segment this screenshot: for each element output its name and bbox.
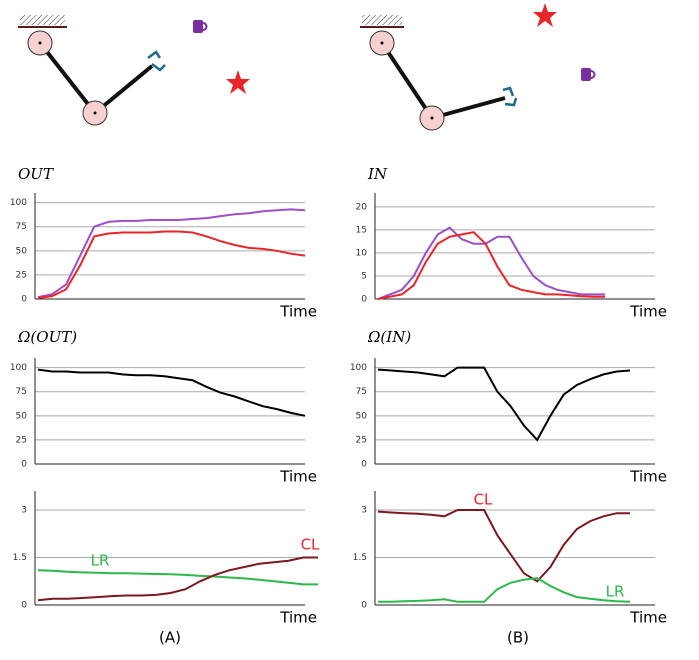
y-tick-label: 100 [350, 363, 367, 373]
y-tick-label: 1.5 [353, 553, 367, 563]
y-tick-label: 3 [361, 506, 367, 516]
series-label: CL [301, 536, 320, 554]
arm-illustration-a [18, 15, 250, 126]
y-tick-label: 5 [361, 271, 367, 281]
y-tick-label: 15 [356, 225, 367, 235]
y-tick-label: 75 [356, 387, 367, 397]
y-tick-label: 50 [16, 246, 28, 256]
y-tick-label: 25 [16, 270, 27, 280]
chart-title: Ω(IN) [367, 328, 411, 346]
series-line [37, 569, 318, 586]
series-line [377, 231, 605, 300]
chart-title: IN [367, 165, 388, 183]
panel-label: (A) [159, 629, 181, 647]
y-tick-label: 0 [21, 460, 27, 470]
y-tick-label: 0 [21, 295, 27, 305]
y-tick-label: 3 [21, 506, 27, 516]
y-tick-label: 75 [16, 387, 27, 397]
series-label: LR [91, 552, 110, 570]
y-tick-label: 25 [16, 435, 27, 445]
y-tick-label: 0 [361, 601, 367, 611]
series-label: LR [606, 583, 625, 601]
y-tick-label: 100 [10, 363, 27, 373]
panel-label: (B) [507, 629, 529, 647]
y-tick-label: 0 [361, 295, 367, 305]
y-tick-label: 20 [356, 202, 368, 212]
series-line [37, 208, 306, 299]
x-axis-label: Time [279, 468, 317, 486]
series-line [377, 226, 605, 300]
y-tick-label: 0 [21, 601, 27, 611]
series-line [37, 230, 306, 299]
arm-illustration-b [360, 3, 596, 131]
chart-title: Ω(OUT) [17, 328, 77, 346]
series-line [378, 577, 631, 603]
y-tick-label: 10 [356, 248, 368, 258]
y-tick-label: 25 [356, 435, 367, 445]
series-line [377, 366, 631, 442]
y-tick-label: 100 [10, 198, 27, 208]
series-line [377, 509, 630, 583]
series-line [37, 556, 318, 602]
y-tick-label: 50 [16, 411, 28, 421]
x-axis-label: Time [279, 303, 317, 321]
y-tick-label: 50 [356, 411, 368, 421]
x-axis-label: Time [629, 468, 667, 486]
series-line [37, 368, 306, 417]
y-tick-label: 0 [361, 460, 367, 470]
x-axis-label: Time [629, 303, 667, 321]
y-tick-label: 1.5 [13, 553, 27, 563]
y-tick-label: 75 [16, 222, 27, 232]
x-axis-label: Time [629, 609, 667, 627]
x-axis-label: Time [279, 609, 317, 627]
chart-title: OUT [18, 165, 54, 183]
series-label: CL [474, 491, 493, 509]
